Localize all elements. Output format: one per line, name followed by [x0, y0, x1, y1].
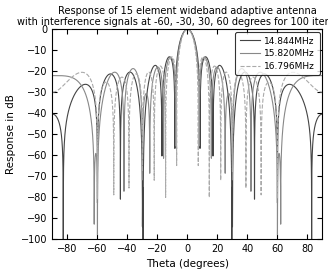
Line: 14.844MHz: 14.844MHz — [52, 29, 322, 239]
16.796MHz — [154, 84, 158, 88]
14.844MHz — [226, 94, 230, 97]
Title: Response of 15 element wideband adaptive antenna
with interference signals at -6: Response of 15 element wideband adaptive… — [17, 6, 328, 27]
14.844MHz — [185, 28, 189, 31]
16.796MHz — [185, 28, 189, 31]
14.844MHz — [100, 89, 104, 92]
16.796MHz — [252, 76, 256, 79]
15.820MHz — [95, 233, 99, 236]
15.820MHz — [273, 115, 277, 119]
15.820MHz — [252, 82, 256, 85]
14.844MHz — [61, 237, 65, 241]
15.820MHz — [100, 106, 104, 109]
15.820MHz — [226, 92, 230, 96]
14.844MHz — [273, 95, 277, 98]
X-axis label: Theta (degrees): Theta (degrees) — [146, 259, 229, 270]
15.820MHz — [51, 74, 54, 77]
14.844MHz — [252, 118, 256, 121]
Line: 16.796MHz: 16.796MHz — [52, 29, 322, 199]
15.820MHz — [320, 74, 324, 77]
15.820MHz — [185, 28, 189, 31]
14.844MHz — [154, 64, 158, 67]
16.796MHz — [100, 88, 104, 91]
14.844MHz — [213, 81, 216, 84]
15.820MHz — [213, 70, 216, 73]
16.796MHz — [226, 73, 230, 76]
Y-axis label: Response in dB: Response in dB — [6, 94, 15, 174]
16.796MHz — [320, 90, 324, 94]
Legend: 14.844MHz, 15.820MHz, 16.796MHz: 14.844MHz, 15.820MHz, 16.796MHz — [236, 32, 320, 75]
14.844MHz — [320, 112, 324, 116]
15.820MHz — [154, 68, 158, 71]
16.796MHz — [95, 197, 99, 200]
Line: 15.820MHz: 15.820MHz — [52, 29, 322, 235]
16.796MHz — [213, 64, 216, 68]
16.796MHz — [51, 90, 54, 94]
14.844MHz — [51, 112, 54, 116]
16.796MHz — [273, 93, 277, 96]
